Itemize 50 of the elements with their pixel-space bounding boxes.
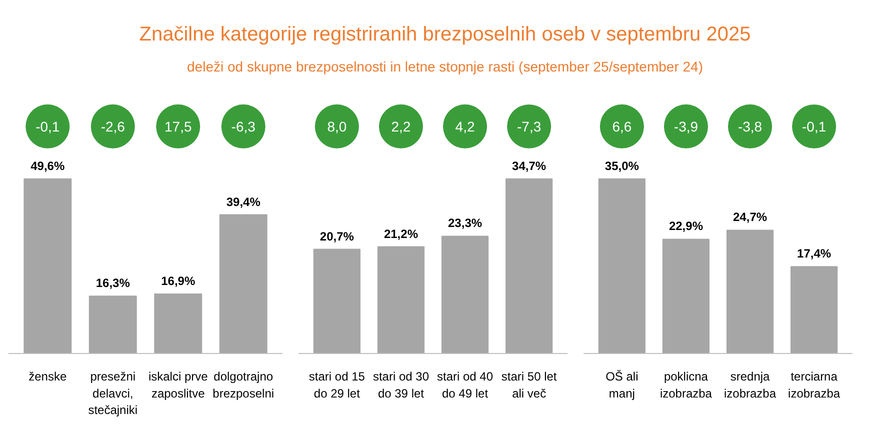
- data-label: 20,7%: [320, 229, 354, 244]
- data-label: 21,2%: [384, 226, 418, 241]
- text: 2,2: [391, 118, 411, 134]
- bar: [88, 296, 137, 354]
- x-tick-label: stari od 40 do 49 let: [437, 370, 494, 400]
- data-label: 34,7%: [512, 158, 546, 173]
- x-tick-label: stari od 15 do 29 let: [308, 370, 366, 400]
- x-tick-label: dolgotrajno brezposelni: [212, 370, 274, 400]
- text: 8,0: [327, 118, 347, 134]
- text: -0,1: [802, 118, 826, 134]
- bar: [790, 266, 838, 354]
- bar: [219, 214, 268, 354]
- bar: [377, 246, 425, 354]
- text: -7,3: [517, 118, 542, 134]
- text: 6,6: [612, 118, 632, 134]
- text: Značilne kategorije registriranih brezposelnih oseb v septembru 2025: [139, 23, 751, 46]
- bar: [506, 178, 553, 354]
- bar: [662, 238, 710, 354]
- x-tick-label: iskalci prve zaposlitve: [148, 370, 208, 400]
- data-label: 16,9%: [161, 274, 196, 288]
- x-tick-label: OŠ ali manj: [606, 370, 638, 400]
- x-tick-label: stari od 30 do 39 let: [372, 370, 430, 400]
- x-tick-label: presežni delavci, stečajniki: [88, 370, 138, 418]
- text: -3,8: [738, 118, 762, 134]
- text: -2,6: [100, 118, 126, 134]
- x-tick-label: stari 50 let ali več: [501, 370, 558, 400]
- bar: [154, 293, 202, 354]
- text: 4,2: [455, 118, 475, 134]
- data-label: 39,4%: [226, 194, 261, 209]
- x-tick-label: terciarna izobrazba: [788, 370, 840, 400]
- x-tick-label: poklicna izobrazba: [660, 370, 712, 400]
- data-label: 49,6%: [30, 158, 65, 173]
- data-label: 23,3%: [448, 216, 482, 230]
- data-label: 24,7%: [733, 210, 768, 224]
- text: -6,3: [231, 118, 256, 134]
- bar: [24, 178, 72, 354]
- data-label: 22,9%: [668, 219, 704, 234]
- data-label: 16,3%: [96, 276, 130, 290]
- x-tick-label: srednja izobrazba: [724, 370, 776, 400]
- text: -0,1: [36, 118, 60, 134]
- bar: [598, 178, 646, 354]
- data-label: 35,0%: [604, 158, 640, 173]
- bar: [313, 248, 360, 354]
- text: deleži od skupne brezposelnosti in letne stopnje rasti (september 25/september 24): [187, 58, 703, 74]
- text: -3,9: [674, 118, 698, 134]
- bar: [441, 236, 489, 354]
- text: 17,5: [164, 118, 192, 134]
- x-tick-label: ženske: [28, 370, 67, 384]
- bar: [726, 230, 774, 354]
- data-label: 17,4%: [797, 246, 832, 261]
